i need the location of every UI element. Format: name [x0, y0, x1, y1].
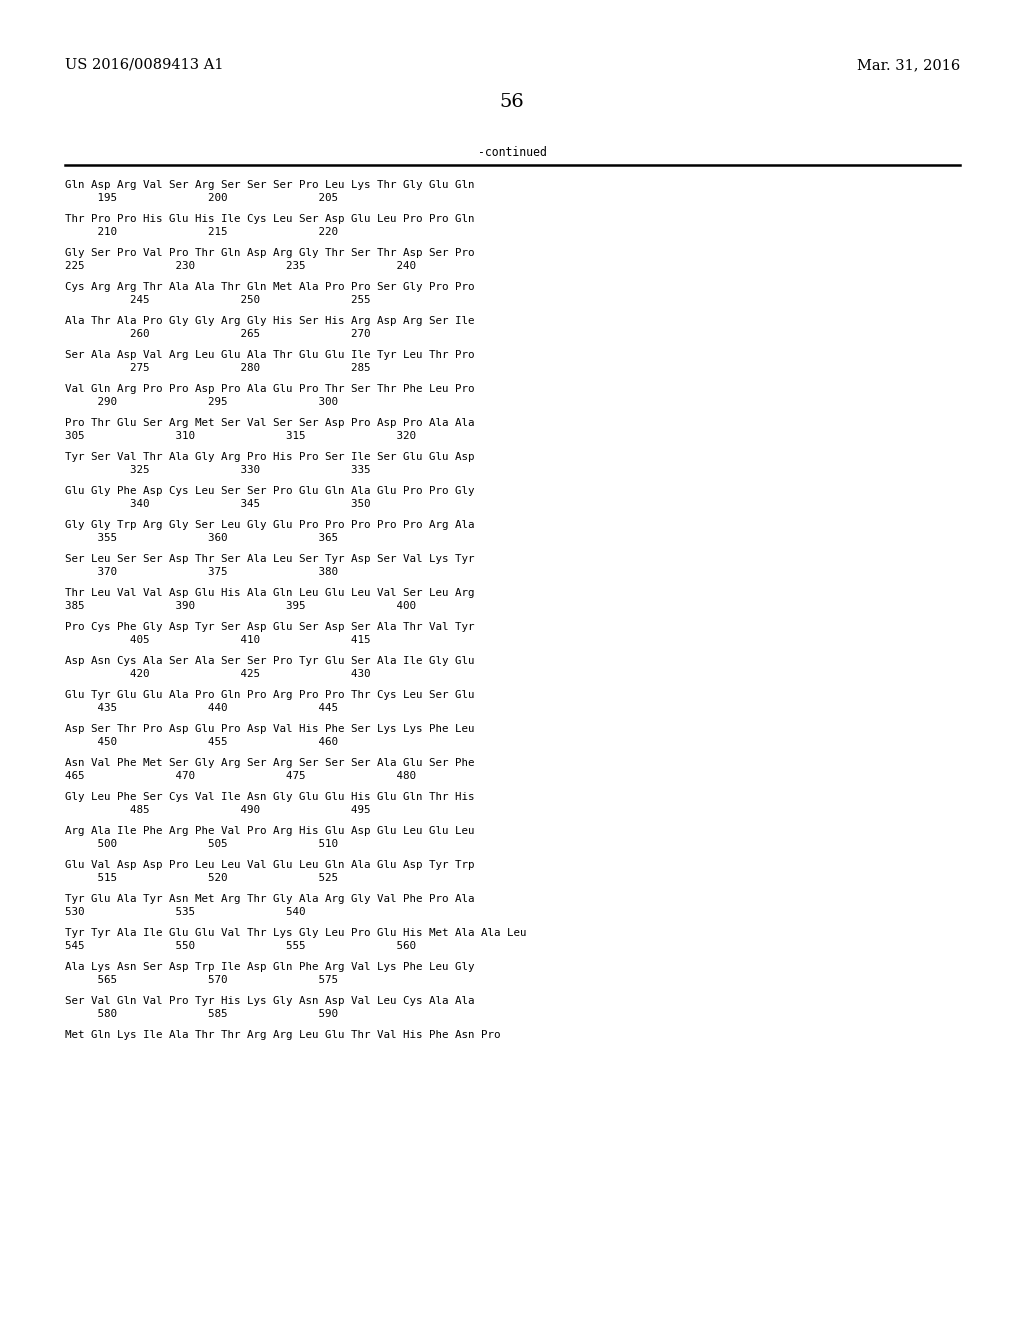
Text: Asn Val Phe Met Ser Gly Arg Ser Arg Ser Ser Ser Ala Glu Ser Phe: Asn Val Phe Met Ser Gly Arg Ser Arg Ser … — [65, 758, 474, 768]
Text: 485              490              495: 485 490 495 — [65, 805, 371, 814]
Text: Glu Val Asp Asp Pro Leu Leu Val Glu Leu Gln Ala Glu Asp Tyr Trp: Glu Val Asp Asp Pro Leu Leu Val Glu Leu … — [65, 861, 474, 870]
Text: Met Gln Lys Ile Ala Thr Thr Arg Arg Leu Glu Thr Val His Phe Asn Pro: Met Gln Lys Ile Ala Thr Thr Arg Arg Leu … — [65, 1030, 501, 1040]
Text: 290              295              300: 290 295 300 — [65, 397, 338, 407]
Text: 305              310              315              320: 305 310 315 320 — [65, 432, 416, 441]
Text: 420              425              430: 420 425 430 — [65, 669, 371, 678]
Text: Gly Leu Phe Ser Cys Val Ile Asn Gly Glu Glu His Glu Gln Thr His: Gly Leu Phe Ser Cys Val Ile Asn Gly Glu … — [65, 792, 474, 803]
Text: 565              570              575: 565 570 575 — [65, 975, 338, 985]
Text: 500              505              510: 500 505 510 — [65, 840, 338, 849]
Text: 245              250              255: 245 250 255 — [65, 294, 371, 305]
Text: 545              550              555              560: 545 550 555 560 — [65, 941, 416, 950]
Text: 275              280              285: 275 280 285 — [65, 363, 371, 374]
Text: Glu Gly Phe Asp Cys Leu Ser Ser Pro Glu Gln Ala Glu Pro Pro Gly: Glu Gly Phe Asp Cys Leu Ser Ser Pro Glu … — [65, 486, 474, 496]
Text: 340              345              350: 340 345 350 — [65, 499, 371, 510]
Text: 580              585              590: 580 585 590 — [65, 1008, 338, 1019]
Text: Ala Thr Ala Pro Gly Gly Arg Gly His Ser His Arg Asp Arg Ser Ile: Ala Thr Ala Pro Gly Gly Arg Gly His Ser … — [65, 315, 474, 326]
Text: 260              265              270: 260 265 270 — [65, 329, 371, 339]
Text: Tyr Tyr Ala Ile Glu Glu Val Thr Lys Gly Leu Pro Glu His Met Ala Ala Leu: Tyr Tyr Ala Ile Glu Glu Val Thr Lys Gly … — [65, 928, 526, 939]
Text: Gly Ser Pro Val Pro Thr Gln Asp Arg Gly Thr Ser Thr Asp Ser Pro: Gly Ser Pro Val Pro Thr Gln Asp Arg Gly … — [65, 248, 474, 257]
Text: 385              390              395              400: 385 390 395 400 — [65, 601, 416, 611]
Text: 195              200              205: 195 200 205 — [65, 193, 338, 203]
Text: 210              215              220: 210 215 220 — [65, 227, 338, 238]
Text: Cys Arg Arg Thr Ala Ala Thr Gln Met Ala Pro Pro Ser Gly Pro Pro: Cys Arg Arg Thr Ala Ala Thr Gln Met Ala … — [65, 282, 474, 292]
Text: 530              535              540: 530 535 540 — [65, 907, 305, 917]
Text: Pro Thr Glu Ser Arg Met Ser Val Ser Ser Asp Pro Asp Pro Ala Ala: Pro Thr Glu Ser Arg Met Ser Val Ser Ser … — [65, 418, 474, 428]
Text: Tyr Glu Ala Tyr Asn Met Arg Thr Gly Ala Arg Gly Val Phe Pro Ala: Tyr Glu Ala Tyr Asn Met Arg Thr Gly Ala … — [65, 894, 474, 904]
Text: US 2016/0089413 A1: US 2016/0089413 A1 — [65, 58, 223, 73]
Text: Gly Gly Trp Arg Gly Ser Leu Gly Glu Pro Pro Pro Pro Pro Arg Ala: Gly Gly Trp Arg Gly Ser Leu Gly Glu Pro … — [65, 520, 474, 531]
Text: Asp Asn Cys Ala Ser Ala Ser Ser Pro Tyr Glu Ser Ala Ile Gly Glu: Asp Asn Cys Ala Ser Ala Ser Ser Pro Tyr … — [65, 656, 474, 667]
Text: 355              360              365: 355 360 365 — [65, 533, 338, 543]
Text: Mar. 31, 2016: Mar. 31, 2016 — [857, 58, 961, 73]
Text: Ser Leu Ser Ser Asp Thr Ser Ala Leu Ser Tyr Asp Ser Val Lys Tyr: Ser Leu Ser Ser Asp Thr Ser Ala Leu Ser … — [65, 554, 474, 564]
Text: Glu Tyr Glu Glu Ala Pro Gln Pro Arg Pro Pro Thr Cys Leu Ser Glu: Glu Tyr Glu Glu Ala Pro Gln Pro Arg Pro … — [65, 690, 474, 700]
Text: Tyr Ser Val Thr Ala Gly Arg Pro His Pro Ser Ile Ser Glu Glu Asp: Tyr Ser Val Thr Ala Gly Arg Pro His Pro … — [65, 451, 474, 462]
Text: 405              410              415: 405 410 415 — [65, 635, 371, 645]
Text: Pro Cys Phe Gly Asp Tyr Ser Asp Glu Ser Asp Ser Ala Thr Val Tyr: Pro Cys Phe Gly Asp Tyr Ser Asp Glu Ser … — [65, 622, 474, 632]
Text: Thr Pro Pro His Glu His Ile Cys Leu Ser Asp Glu Leu Pro Pro Gln: Thr Pro Pro His Glu His Ile Cys Leu Ser … — [65, 214, 474, 224]
Text: Val Gln Arg Pro Pro Asp Pro Ala Glu Pro Thr Ser Thr Phe Leu Pro: Val Gln Arg Pro Pro Asp Pro Ala Glu Pro … — [65, 384, 474, 393]
Text: Ala Lys Asn Ser Asp Trp Ile Asp Gln Phe Arg Val Lys Phe Leu Gly: Ala Lys Asn Ser Asp Trp Ile Asp Gln Phe … — [65, 962, 474, 972]
Text: 225              230              235              240: 225 230 235 240 — [65, 261, 416, 271]
Text: 465              470              475              480: 465 470 475 480 — [65, 771, 416, 781]
Text: Ser Ala Asp Val Arg Leu Glu Ala Thr Glu Glu Ile Tyr Leu Thr Pro: Ser Ala Asp Val Arg Leu Glu Ala Thr Glu … — [65, 350, 474, 360]
Text: Arg Ala Ile Phe Arg Phe Val Pro Arg His Glu Asp Glu Leu Glu Leu: Arg Ala Ile Phe Arg Phe Val Pro Arg His … — [65, 826, 474, 836]
Text: 450              455              460: 450 455 460 — [65, 737, 338, 747]
Text: 56: 56 — [500, 92, 524, 111]
Text: 435              440              445: 435 440 445 — [65, 704, 338, 713]
Text: Ser Val Gln Val Pro Tyr His Lys Gly Asn Asp Val Leu Cys Ala Ala: Ser Val Gln Val Pro Tyr His Lys Gly Asn … — [65, 997, 474, 1006]
Text: 370              375              380: 370 375 380 — [65, 568, 338, 577]
Text: Thr Leu Val Val Asp Glu His Ala Gln Leu Glu Leu Val Ser Leu Arg: Thr Leu Val Val Asp Glu His Ala Gln Leu … — [65, 587, 474, 598]
Text: Gln Asp Arg Val Ser Arg Ser Ser Ser Pro Leu Lys Thr Gly Glu Gln: Gln Asp Arg Val Ser Arg Ser Ser Ser Pro … — [65, 180, 474, 190]
Text: 325              330              335: 325 330 335 — [65, 465, 371, 475]
Text: 515              520              525: 515 520 525 — [65, 873, 338, 883]
Text: Asp Ser Thr Pro Asp Glu Pro Asp Val His Phe Ser Lys Lys Phe Leu: Asp Ser Thr Pro Asp Glu Pro Asp Val His … — [65, 723, 474, 734]
Text: -continued: -continued — [477, 145, 547, 158]
